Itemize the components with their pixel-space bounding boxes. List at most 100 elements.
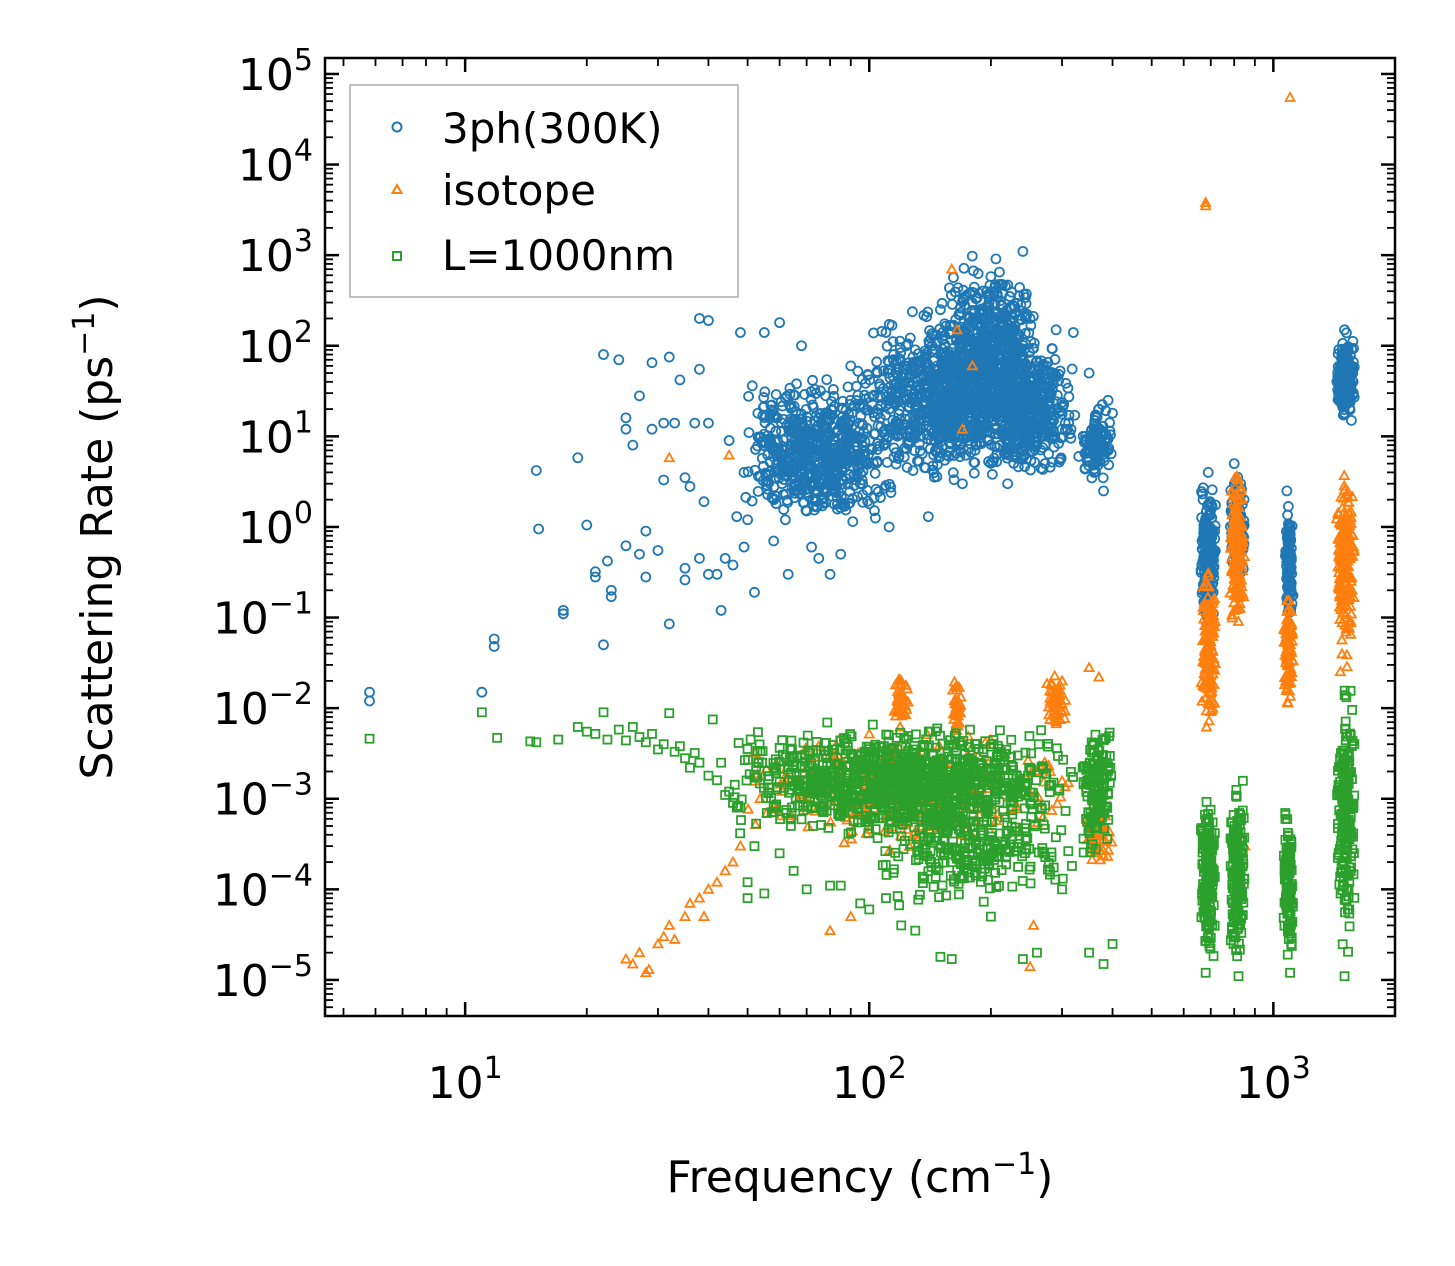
point-circle [893, 404, 905, 416]
point-circle [1063, 417, 1075, 429]
point-circle [634, 548, 645, 560]
point-circle [806, 541, 817, 553]
point-circle [800, 504, 812, 516]
point-circle [913, 456, 925, 467]
point-circle [711, 568, 723, 580]
point-circle [847, 516, 859, 528]
point-circle [837, 458, 849, 469]
point-circle [956, 478, 968, 490]
point-circle [985, 332, 996, 344]
point-circle [944, 438, 956, 450]
point-circle [933, 452, 945, 464]
point-circle [1028, 342, 1039, 354]
point-circle [758, 460, 769, 472]
point-circle [557, 608, 569, 620]
point-circle [834, 445, 846, 457]
point-circle [830, 487, 842, 498]
point-circle [922, 306, 934, 318]
point-circle [799, 389, 811, 400]
point-circle [781, 390, 793, 402]
point-circle [598, 349, 609, 360]
point-circle [850, 440, 862, 452]
point-circle [646, 423, 658, 435]
point-circle [950, 369, 962, 381]
point-circle [715, 604, 727, 616]
point-circle [857, 420, 869, 431]
point-circle [801, 469, 813, 481]
point-circle [908, 357, 919, 368]
point-circle [901, 462, 913, 473]
point-circle [818, 451, 830, 462]
point-circle [871, 455, 883, 467]
point-circle [960, 386, 972, 398]
point-circle [943, 451, 955, 462]
point-circle [813, 552, 825, 564]
point-circle [848, 400, 860, 412]
point-circle [957, 284, 969, 296]
point-circle [1345, 414, 1357, 426]
point-circle [364, 695, 375, 707]
point-circle [875, 492, 886, 503]
point-circle [828, 484, 840, 496]
point-circle [927, 383, 939, 395]
point-circle [892, 380, 904, 392]
point-circle [572, 452, 584, 464]
point-circle [845, 360, 857, 372]
point-circle [749, 586, 760, 598]
point-circle [841, 458, 853, 470]
point-circle [913, 366, 924, 377]
point-circle [858, 426, 870, 438]
point-circle [742, 466, 754, 478]
point-circle [1002, 478, 1014, 490]
point-circle [689, 417, 701, 429]
point-circle [1020, 292, 1031, 304]
point-circle [798, 457, 810, 469]
point-circle [879, 482, 890, 494]
point-circle [694, 363, 705, 375]
point-circle [921, 358, 932, 370]
point-circle [770, 389, 782, 400]
point-circle [862, 495, 874, 507]
point-circle [788, 401, 800, 412]
point-circle [920, 462, 932, 474]
point-circle [942, 421, 954, 433]
point-circle [904, 380, 916, 392]
point-circle [985, 344, 997, 356]
point-circle [735, 327, 746, 338]
point-circle [882, 367, 894, 379]
point-circle [809, 415, 820, 427]
point-circle [652, 545, 664, 556]
point-circle [942, 416, 954, 428]
point-circle [987, 347, 999, 359]
point-circle [815, 467, 826, 479]
point-circle [927, 460, 939, 472]
point-circle [796, 481, 808, 492]
point-circle [602, 555, 613, 567]
point-circle [658, 417, 670, 429]
point-circle [946, 298, 958, 310]
point-circle [925, 371, 936, 383]
point-circle [874, 412, 886, 424]
point-circle [731, 511, 743, 523]
point-circle [892, 453, 904, 464]
point-circle [598, 639, 609, 651]
point-circle [983, 456, 994, 467]
point-circle [972, 350, 983, 362]
point-circle [954, 386, 965, 398]
point-circle [954, 392, 966, 404]
data-points [364, 91, 1360, 982]
point-circle [1008, 300, 1019, 312]
point-circle [557, 604, 569, 616]
point-circle [894, 374, 906, 386]
point-circle [669, 417, 681, 429]
point-circle [640, 525, 652, 537]
point-circle [972, 268, 984, 279]
point-circle [851, 460, 863, 472]
point-circle [488, 641, 500, 652]
point-circle [620, 540, 632, 552]
point-circle [796, 451, 808, 463]
point-circle [810, 494, 822, 506]
point-circle [921, 389, 933, 401]
point-circle [800, 403, 812, 415]
point-circle [982, 291, 994, 302]
